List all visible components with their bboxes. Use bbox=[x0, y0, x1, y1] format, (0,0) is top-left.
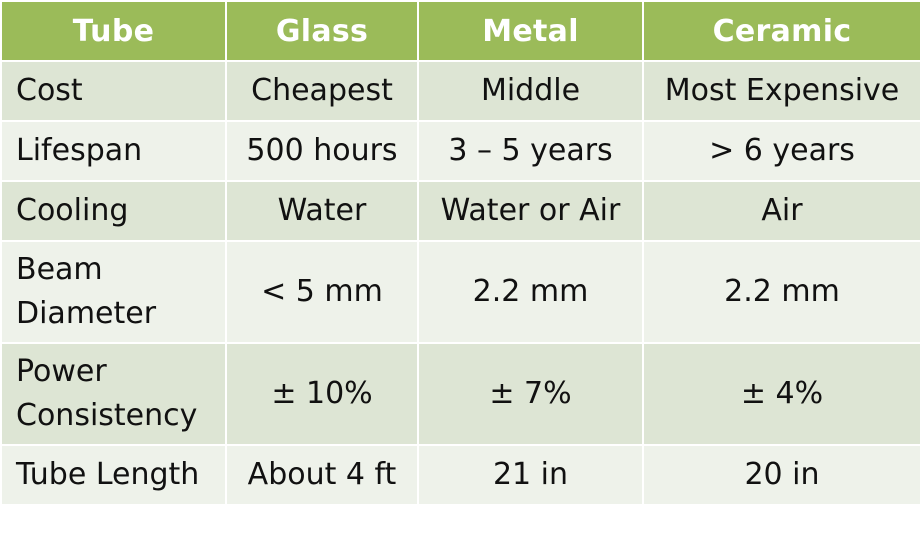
table-row-cooling: Cooling Water Water or Air Air bbox=[0, 180, 920, 242]
cell-cost-glass: Cheapest bbox=[225, 60, 419, 122]
cell-cooling-ceramic: Air bbox=[642, 180, 920, 242]
cell-lifespan-ceramic: > 6 years bbox=[642, 120, 920, 182]
cell-cooling-glass: Water bbox=[225, 180, 419, 242]
cell-power-consistency-metal: ± 7% bbox=[417, 342, 644, 446]
table-row-cost: Cost Cheapest Middle Most Expensive bbox=[0, 60, 920, 122]
column-header-ceramic: Ceramic bbox=[642, 0, 920, 62]
cell-tube-length-ceramic: 20 in bbox=[642, 444, 920, 506]
cell-cost-metal: Middle bbox=[417, 60, 644, 122]
column-header-tube: Tube bbox=[0, 0, 227, 62]
cell-tube-length-metal: 21 in bbox=[417, 444, 644, 506]
row-label-beam-diameter: Beam Diameter bbox=[0, 240, 227, 344]
cell-lifespan-metal: 3 – 5 years bbox=[417, 120, 644, 182]
row-label-cost: Cost bbox=[0, 60, 227, 122]
cell-lifespan-glass: 500 hours bbox=[225, 120, 419, 182]
table-row-tube-length: Tube Length About 4 ft 21 in 20 in bbox=[0, 444, 920, 506]
cell-cost-ceramic: Most Expensive bbox=[642, 60, 920, 122]
column-header-glass: Glass bbox=[225, 0, 419, 62]
table-row-beam-diameter: Beam Diameter < 5 mm 2.2 mm 2.2 mm bbox=[0, 240, 920, 344]
row-label-power-consistency: Power Consistency bbox=[0, 342, 227, 446]
cell-tube-length-glass: About 4 ft bbox=[225, 444, 419, 506]
cell-beam-diameter-glass: < 5 mm bbox=[225, 240, 419, 344]
table-header-row: Tube Glass Metal Ceramic bbox=[0, 0, 920, 62]
column-header-metal: Metal bbox=[417, 0, 644, 62]
cell-cooling-metal: Water or Air bbox=[417, 180, 644, 242]
row-label-lifespan: Lifespan bbox=[0, 120, 227, 182]
cell-power-consistency-glass: ± 10% bbox=[225, 342, 419, 446]
row-label-tube-length: Tube Length bbox=[0, 444, 227, 506]
table-row-lifespan: Lifespan 500 hours 3 – 5 years > 6 years bbox=[0, 120, 920, 182]
table-row-power-consistency: Power Consistency ± 10% ± 7% ± 4% bbox=[0, 342, 920, 446]
row-label-cooling: Cooling bbox=[0, 180, 227, 242]
tube-comparison-table: Tube Glass Metal Ceramic Cost Cheapest M… bbox=[0, 0, 920, 506]
cell-power-consistency-ceramic: ± 4% bbox=[642, 342, 920, 446]
comparison-table-container: Tube Glass Metal Ceramic Cost Cheapest M… bbox=[0, 0, 920, 506]
cell-beam-diameter-ceramic: 2.2 mm bbox=[642, 240, 920, 344]
cell-beam-diameter-metal: 2.2 mm bbox=[417, 240, 644, 344]
